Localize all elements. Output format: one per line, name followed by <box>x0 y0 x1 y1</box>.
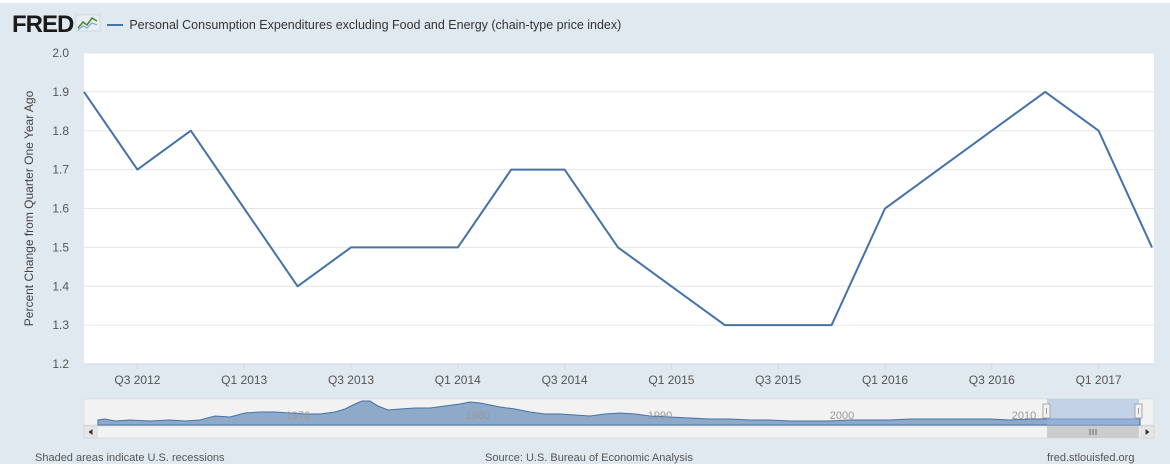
x-tick-label: Q3 2016 <box>969 373 1015 387</box>
scrollbar-track[interactable] <box>84 426 1154 438</box>
navigator-selection[interactable] <box>1047 399 1139 425</box>
y-tick-label: 1.5 <box>52 240 69 254</box>
y-tick-label: 1.4 <box>52 279 69 293</box>
x-tick-label: Q3 2014 <box>542 373 588 387</box>
x-axis-ticks: Q3 2012 Q1 2013 Q3 2013 Q1 2014 Q3 2014 Q1 20… <box>84 364 1154 387</box>
y-tick-label: 1.3 <box>52 318 69 332</box>
navigator-label: 2010 <box>1012 410 1036 422</box>
x-tick-label: Q1 2013 <box>221 373 267 387</box>
x-tick-label: Q1 2014 <box>435 373 481 387</box>
x-tick-label: Q3 2015 <box>755 373 801 387</box>
x-tick-label: Q1 2017 <box>1076 373 1122 387</box>
footer-site[interactable]: fred.stlouisfed.org <box>1047 452 1134 464</box>
y-tick-label: 1.8 <box>52 124 69 138</box>
footer-recession-note: Shaded areas indicate U.S. recessions <box>35 452 225 464</box>
y-axis-ticks: 1.2 1.3 1.4 1.5 1.6 1.7 1.8 1.9 2.0 <box>52 46 69 371</box>
y-tick-label: 1.6 <box>52 202 69 216</box>
y-tick-label: 1.7 <box>52 163 69 177</box>
navigator-label: 1980 <box>466 410 490 422</box>
x-tick-label: Q3 2012 <box>114 373 160 387</box>
x-tick-label: Q1 2016 <box>862 373 908 387</box>
x-tick-label: Q3 2013 <box>328 373 374 387</box>
y-axis-label: Percent Change from Quarter One Year Ago <box>22 90 36 326</box>
navigator-label: 1990 <box>648 410 672 422</box>
footer-source[interactable]: Source: U.S. Bureau of Economic Analysis <box>485 452 693 464</box>
y-tick-label: 2.0 <box>52 46 69 60</box>
x-tick-label: Q1 2015 <box>648 373 694 387</box>
navigator-label: 2000 <box>830 410 854 422</box>
navigator-label: 1970 <box>286 410 310 422</box>
y-tick-label: 1.2 <box>52 357 69 371</box>
y-tick-label: 1.9 <box>52 85 69 99</box>
